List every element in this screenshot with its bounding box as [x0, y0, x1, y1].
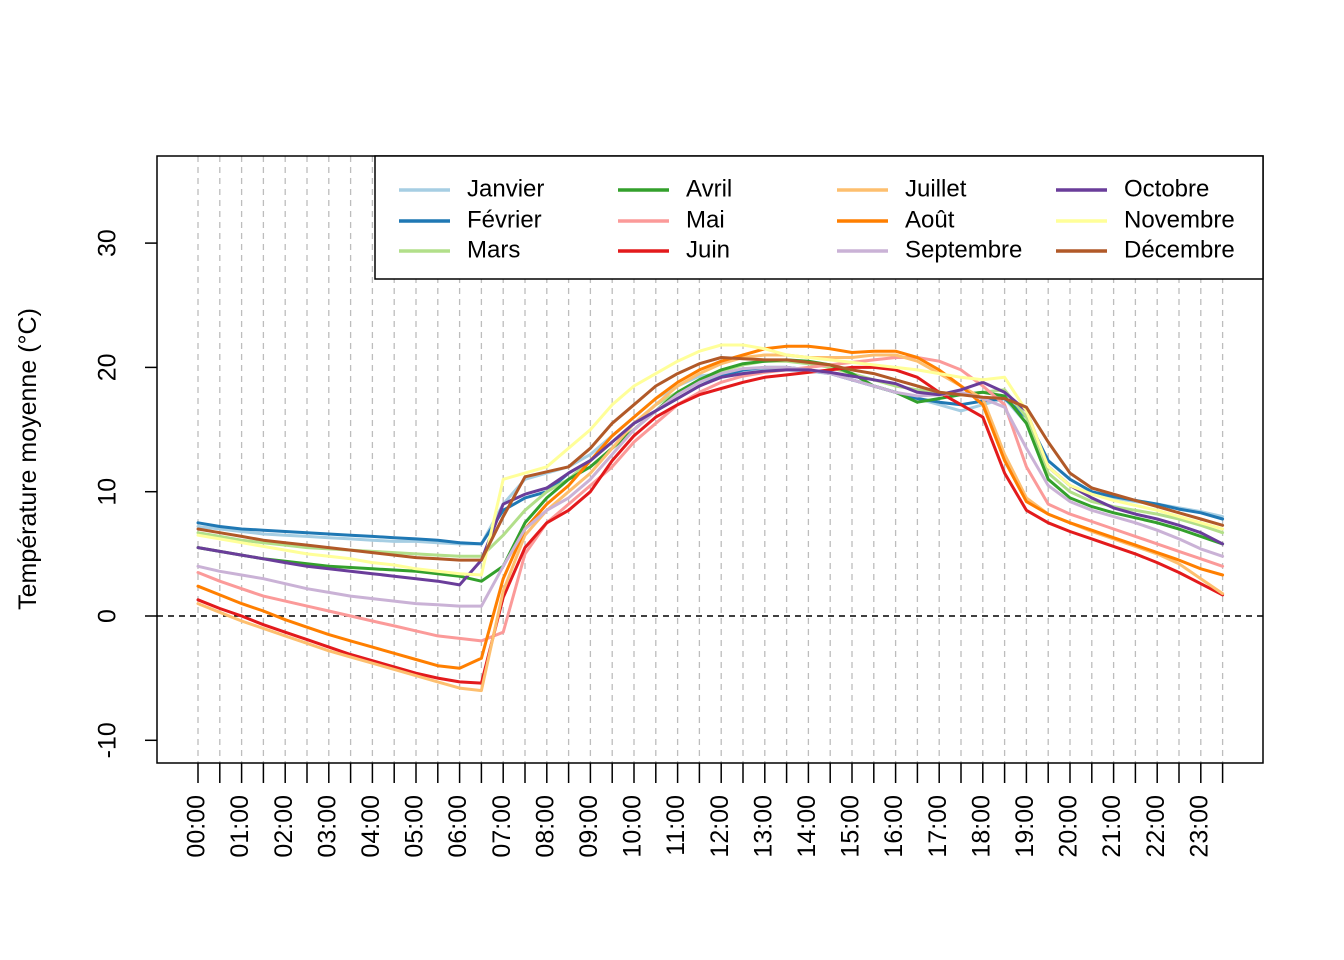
x-tick-label: 02:00 [270, 795, 298, 858]
legend-label: Avril [686, 175, 732, 202]
series-line-septembre [196, 365, 1225, 608]
series-line-avril [196, 358, 1225, 583]
y-tick-label: 10 [94, 478, 122, 506]
series-line-août [196, 344, 1225, 670]
x-tick-label: 03:00 [313, 795, 341, 858]
y-axis-label: Température moyenne (°C) [14, 308, 42, 610]
legend-label: Août [905, 206, 955, 233]
series-line-février [196, 365, 1225, 546]
y-tick-label: 30 [94, 229, 122, 257]
x-tick-label: 05:00 [401, 795, 429, 858]
x-tick-label: 16:00 [880, 795, 908, 858]
x-tick-label: 09:00 [575, 795, 603, 858]
y-tick-label: 20 [94, 353, 122, 381]
legend-label: Novembre [1124, 206, 1235, 233]
legend-label: Octobre [1124, 175, 1209, 202]
legend-label: Mai [686, 206, 725, 233]
x-tick-label: 11:00 [662, 795, 690, 856]
legend-label: Décembre [1124, 236, 1235, 263]
x-tick-label: 20:00 [1055, 795, 1083, 858]
y-tick-label: 0 [94, 609, 122, 623]
x-tick-label: 21:00 [1098, 795, 1126, 858]
x-tick-label: 08:00 [531, 795, 559, 858]
legend-box [374, 155, 1264, 280]
y-axis: -10 0 10 20 30 [94, 229, 157, 758]
legend: Janvier Février Mars Avril Mai Juin Juillet Aoû… [374, 155, 1264, 280]
legend-label: Juin [686, 236, 730, 263]
x-tick-label: 10:00 [619, 795, 647, 858]
y-tick-label: -10 [94, 722, 122, 758]
x-tick-label: 12:00 [706, 795, 734, 858]
series-lines [196, 343, 1225, 693]
x-tick-label: 19:00 [1011, 795, 1039, 858]
x-tick-label: 01:00 [226, 795, 254, 858]
x-tick-label: 17:00 [924, 795, 952, 858]
x-tick-label: 13:00 [749, 795, 777, 858]
x-tick-label: 06:00 [444, 795, 472, 858]
x-tick-label: 14:00 [793, 795, 821, 858]
series-line-novembre [196, 343, 1225, 577]
x-tick-label: 00:00 [183, 795, 211, 858]
legend-label: Janvier [467, 175, 544, 202]
series-line-janvier [196, 368, 1225, 546]
x-tick-label: 22:00 [1142, 795, 1170, 858]
x-tick-label: 23:00 [1185, 795, 1213, 858]
legend-label: Septembre [905, 236, 1022, 263]
x-tick-label: 04:00 [357, 795, 385, 858]
x-tick-label: 18:00 [967, 795, 995, 858]
legend-label: Février [467, 206, 542, 233]
x-axis: 00:00 01:00 02:00 03:00 04:00 05:00 06:00 07:00… [183, 763, 1224, 858]
legend-label: Juillet [905, 175, 967, 202]
series-line-mai [196, 356, 1225, 643]
series-line-décembre [196, 356, 1225, 562]
legend-label: Mars [467, 236, 520, 263]
x-tick-label: 07:00 [488, 795, 516, 858]
series-line-juin [196, 365, 1225, 685]
x-tick-label: 15:00 [837, 795, 865, 858]
